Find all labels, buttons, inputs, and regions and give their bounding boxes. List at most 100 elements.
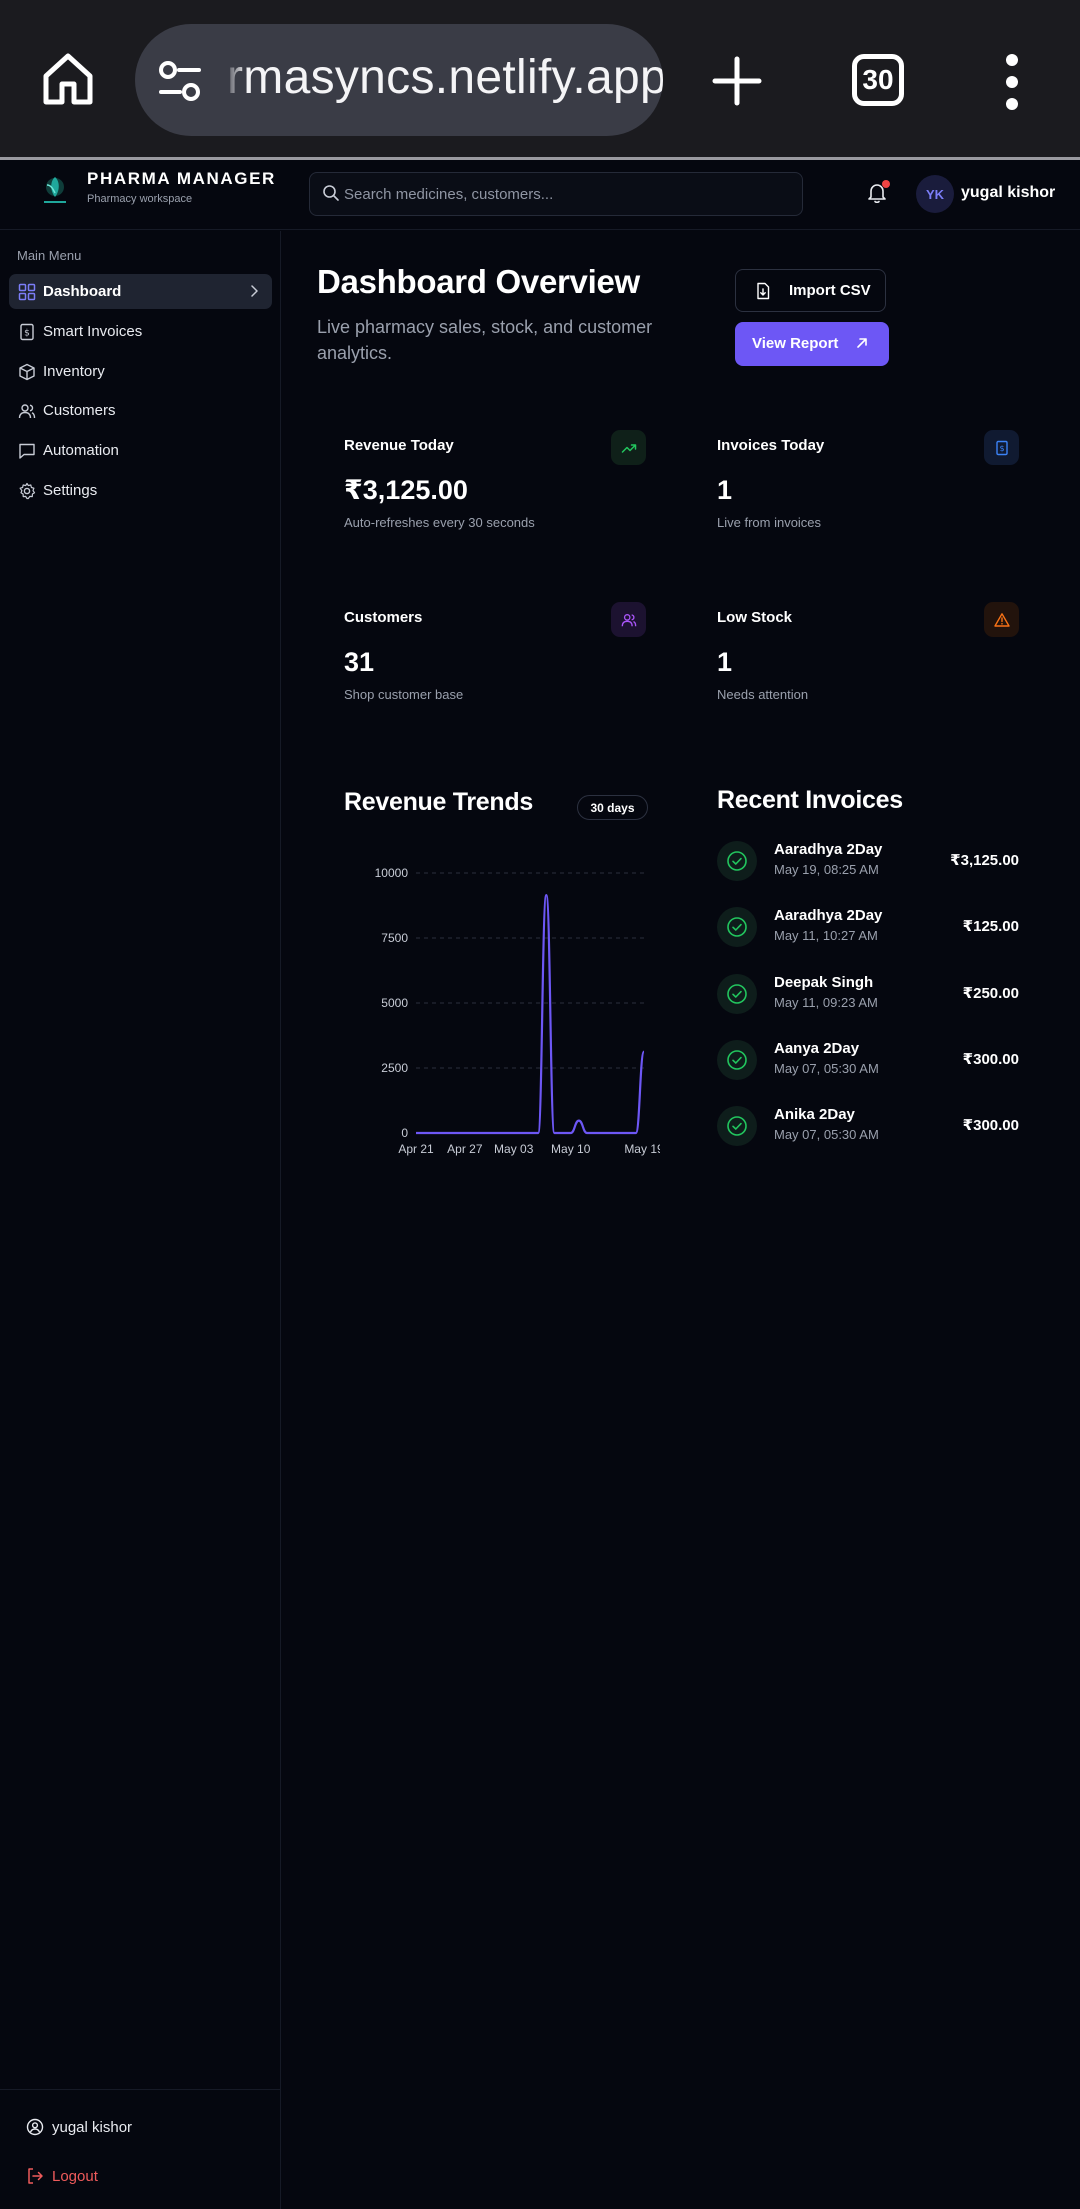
pharma-logo-icon — [44, 177, 66, 203]
invoice-date: May 07, 05:30 AM — [774, 1127, 879, 1142]
more-vert-icon[interactable] — [1000, 54, 1024, 110]
stat-value: 1 — [717, 475, 733, 505]
range-badge[interactable]: 30 days — [577, 795, 648, 820]
sidebar-footer: yugal kishor Logout — [0, 2089, 281, 2209]
brand-name: PHARMA MANAGER — [87, 169, 276, 188]
check-circle-icon — [717, 974, 757, 1014]
recent-invoices-title: Recent Invoices — [717, 786, 903, 814]
site-settings-icon[interactable] — [157, 58, 203, 104]
check-circle-icon — [717, 1106, 757, 1146]
invoice-row[interactable]: Aanya 2Day May 07, 05:30 AM ₹300.00 — [717, 1037, 1019, 1085]
sidebar-item-customers[interactable]: Customers — [9, 393, 272, 428]
address-bar[interactable]: rmasyncs.netlify.app — [135, 24, 663, 136]
import-csv-button[interactable]: Import CSV — [735, 269, 886, 312]
import-csv-label: Import CSV — [789, 282, 871, 299]
sidebar-item-label: Inventory — [43, 363, 105, 380]
header-user-name[interactable]: yugal kishor — [961, 184, 1056, 201]
x-tick-label: May 19 — [624, 1142, 660, 1156]
svg-text:$: $ — [999, 444, 1004, 453]
sidebar-item-settings[interactable]: Settings — [9, 473, 272, 508]
stat-label: Low Stock — [717, 609, 793, 626]
invoice-amount: ₹300.00 — [962, 1051, 1019, 1068]
url-fade — [223, 44, 247, 114]
users-icon — [18, 404, 36, 419]
sidebar: Main Menu Dashboard $ Smart Invoices Inv… — [0, 231, 281, 2209]
y-tick-label: 10000 — [375, 866, 409, 880]
page-subtitle: Live pharmacy sales, stock, and customer… — [317, 317, 653, 363]
stat-value: 1 — [717, 647, 733, 677]
browser-toolbar: rmasyncs.netlify.app 30 — [0, 0, 1080, 160]
stat-note: Live from invoices — [717, 515, 822, 530]
avatar[interactable]: YK — [916, 175, 954, 213]
y-tick-label: 2500 — [381, 1061, 408, 1075]
y-tick-label: 5000 — [381, 996, 408, 1010]
invoice-customer: Aaradhya 2Day — [774, 841, 883, 858]
view-report-button[interactable]: View Report — [735, 322, 889, 366]
message-icon — [19, 443, 35, 459]
invoice-amount: ₹125.00 — [962, 918, 1019, 935]
stat-note: Shop customer base — [344, 687, 464, 702]
view-report-label: View Report — [752, 335, 839, 352]
stat-note: Needs attention — [717, 687, 809, 702]
sidebar-user-name: yugal kishor — [52, 2118, 133, 2136]
package-icon — [19, 363, 35, 381]
arrow-up-right-icon — [857, 338, 867, 348]
sidebar-heading: Main Menu — [17, 248, 82, 263]
invoice-row[interactable]: Deepak Singh May 11, 09:23 AM ₹250.00 — [717, 971, 1019, 1019]
invoice-customer: Aaradhya 2Day — [774, 907, 883, 924]
x-tick-label: May 10 — [551, 1142, 591, 1156]
x-tick-label: Apr 27 — [447, 1142, 483, 1156]
sidebar-item-label: Smart Invoices — [43, 323, 143, 340]
sidebar-item-label: Dashboard — [43, 283, 122, 300]
stat-card-invoices: Invoices Today 1 Live from invoices $ — [717, 430, 1027, 557]
sidebar-item-label: Settings — [43, 482, 98, 499]
search-input[interactable] — [344, 173, 794, 215]
file-import-icon — [757, 282, 770, 300]
app-header: PHARMA MANAGER Pharmacy workspace YK yug… — [0, 163, 1080, 230]
bell-icon[interactable] — [866, 182, 888, 204]
sidebar-item-label: Customers — [43, 402, 116, 419]
home-icon[interactable] — [40, 50, 96, 106]
sidebar-item-dashboard[interactable]: Dashboard — [9, 274, 272, 309]
stat-value: ₹3,125.00 — [344, 475, 468, 505]
invoice-date: May 19, 08:25 AM — [774, 862, 879, 877]
x-tick-label: Apr 21 — [398, 1142, 434, 1156]
stat-card-customers: Customers 31 Shop customer base — [344, 602, 654, 729]
notification-dot — [882, 180, 890, 188]
invoice-amount: ₹3,125.00 — [950, 852, 1019, 869]
invoice-row[interactable]: Anika 2Day May 07, 05:30 AM ₹300.00 — [717, 1103, 1019, 1151]
stat-card-low-stock: Low Stock 1 Needs attention — [717, 602, 1027, 729]
invoice-customer: Aanya 2Day — [774, 1040, 860, 1057]
x-tick-label: May 03 — [494, 1142, 534, 1156]
logout-button[interactable]: Logout — [26, 2167, 98, 2185]
user-circle-icon — [26, 2118, 44, 2136]
warning-icon — [984, 602, 1019, 637]
plus-icon[interactable] — [712, 56, 762, 106]
sidebar-item-smart-invoices[interactable]: $ Smart Invoices — [9, 314, 272, 349]
stat-card-revenue: Revenue Today ₹3,125.00 Auto-refreshes e… — [344, 430, 654, 557]
revenue-trends-chart: 0 2500 5000 7500 10000 Apr 21 Apr 27 May 03 May … — [375, 866, 660, 1156]
invoice-row[interactable]: Aaradhya 2Day May 11, 10:27 AM ₹125.00 — [717, 904, 1019, 952]
invoice-icon: $ — [984, 430, 1019, 465]
invoice-date: May 11, 09:23 AM — [774, 995, 878, 1010]
tab-switcher-button[interactable]: 30 — [852, 54, 904, 106]
stat-label: Customers — [344, 609, 423, 626]
url-text[interactable]: rmasyncs.netlify.app — [227, 51, 663, 104]
gear-icon — [19, 482, 36, 500]
check-circle-icon — [717, 1040, 757, 1080]
search-box[interactable] — [309, 172, 803, 216]
revenue-series-line — [415, 894, 646, 1135]
sidebar-user[interactable]: yugal kishor — [26, 2118, 132, 2136]
sidebar-item-inventory[interactable]: Inventory — [9, 354, 272, 389]
invoice-customer: Anika 2Day — [774, 1106, 855, 1123]
invoice-amount: ₹250.00 — [962, 985, 1019, 1002]
invoice-date: May 11, 10:27 AM — [774, 928, 878, 943]
logout-label: Logout — [52, 2167, 98, 2185]
sidebar-item-automation[interactable]: Automation — [9, 433, 272, 468]
invoice-row[interactable]: Aaradhya 2Day May 19, 08:25 AM ₹3,125.00 — [717, 838, 1019, 886]
users-icon — [611, 602, 646, 637]
chevron-right-icon — [251, 285, 258, 297]
page-title: Dashboard Overview — [317, 263, 640, 300]
trending-up-icon — [611, 430, 646, 465]
invoice-customer: Deepak Singh — [774, 974, 874, 991]
